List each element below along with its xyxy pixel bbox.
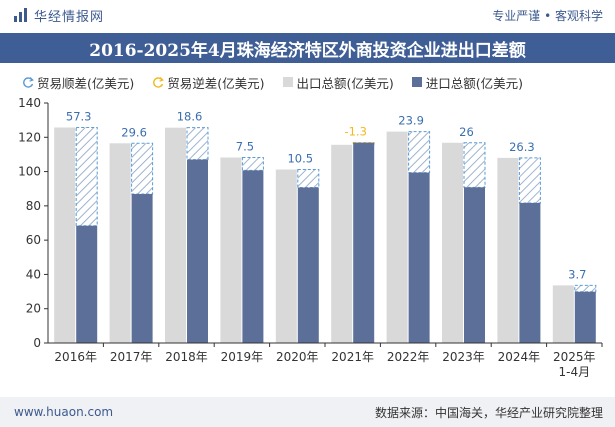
x-tick-label: 1-4月: [558, 365, 590, 379]
export-bar: [552, 285, 574, 343]
legend: 贸易顺差(亿美元) 贸易逆差(亿美元) 出口总额(亿美元) 进口总额(亿美元): [22, 73, 602, 91]
export-bar: [442, 142, 463, 343]
x-tick-label: 2017年: [110, 350, 153, 364]
chart-title: 2016-2025年4月珠海经济特区外商投资企业进出口差额: [89, 40, 526, 61]
import-bar: [76, 225, 98, 343]
x-tick-label: 2019年: [221, 350, 264, 364]
chart-title-bar: 2016-2025年4月珠海经济特区外商投资企业进出口差额: [0, 33, 615, 63]
export-bar: [54, 127, 76, 343]
y-tick-label: 120: [18, 130, 41, 144]
export-bar: [386, 131, 408, 343]
export-bar: [165, 127, 186, 343]
legend-label-export: 出口总额(亿美元): [296, 75, 394, 91]
y-tick-label: 140: [18, 96, 41, 110]
legend-swatch-export: [282, 77, 293, 87]
balance-band: [131, 142, 154, 195]
import-bar: [408, 172, 430, 343]
top-bar: 华经情报网 专业严谨 • 客观科学: [0, 0, 615, 30]
legend-label-deficit: 贸易逆差(亿美元): [167, 75, 265, 91]
balance-band: [186, 127, 209, 161]
export-bar: [275, 169, 297, 343]
legend-item-surplus: 贸易顺差(亿美元): [22, 73, 134, 92]
balance-band: [241, 157, 264, 171]
refresh-icon: [23, 77, 34, 88]
export-bar: [331, 144, 353, 343]
import-bar: [131, 194, 153, 343]
balance-label: 18.6: [177, 110, 203, 124]
x-tick-label: 2023年: [442, 350, 485, 364]
legend-item-export: 出口总额(亿美元): [282, 73, 394, 92]
x-tick-label: 2016年: [54, 350, 97, 364]
y-tick-label: 40: [26, 267, 41, 281]
import-bar: [464, 187, 485, 343]
tagline: 专业严谨 • 客观科学: [492, 8, 603, 23]
refresh-icon: [153, 77, 165, 88]
balance-label: 10.5: [287, 152, 313, 166]
bars: [54, 127, 597, 343]
balance-band: [518, 157, 541, 204]
balance-label: 26: [459, 125, 474, 139]
y-tick-label: 20: [26, 302, 41, 316]
x-tick-label: 2021年: [331, 350, 374, 364]
balance-label: 7.5: [236, 140, 254, 154]
import-bar: [353, 142, 375, 343]
site-link[interactable]: www.huaon.com: [14, 405, 114, 419]
balance-band: [408, 131, 431, 174]
import-bar: [519, 202, 541, 343]
import-bar: [187, 159, 208, 343]
x-tick-label: 2018年: [165, 350, 208, 364]
export-bar: [220, 157, 242, 343]
balance-band: [574, 284, 597, 293]
x-tick-label: 2020年: [276, 350, 319, 364]
legend-item-import: 进口总额(亿美元): [411, 73, 524, 92]
bar-chart: 0 20 40 60 80 100 120 140 57.3 29.6 18.6 7.5 10.5 -1…: [18, 96, 603, 379]
export-bar: [497, 157, 519, 343]
import-bar: [297, 187, 319, 343]
balance-band: [463, 142, 486, 188]
balance-label: 23.9: [398, 114, 424, 128]
x-axis: 2016年 2017年 2018年 2019年 2020年 2021年 2022年 2023年…: [48, 342, 603, 379]
x-tick-label: 2024年: [498, 350, 541, 364]
balance-label: -1.3: [344, 125, 366, 139]
bar-logo-icon: [14, 8, 27, 22]
balance-label: 29.6: [121, 125, 147, 139]
y-axis: 0 20 40 60 80 100 120 140: [18, 96, 49, 350]
legend-swatch-import: [411, 77, 422, 87]
x-tick-label: 2025年: [553, 350, 596, 364]
legend-label-surplus: 贸易顺差(亿美元): [37, 75, 135, 91]
balance-label: 3.7: [568, 267, 586, 281]
data-labels: 57.3 29.6 18.6 7.5 10.5 -1.3 23.9 26 26.3 3.7: [66, 110, 587, 282]
y-tick-label: 100: [18, 165, 41, 179]
import-bar: [242, 170, 264, 343]
y-tick-label: 0: [33, 336, 41, 350]
brand[interactable]: 华经情报网: [14, 6, 104, 25]
legend-label-import: 进口总额(亿美元): [425, 75, 524, 91]
y-tick-label: 60: [26, 233, 41, 247]
footer: www.huaon.com 数据来源：中国海关，华经产业研究院整理: [0, 397, 615, 427]
balance-band: [75, 127, 98, 227]
import-bar: [574, 291, 596, 343]
balance-label: 26.3: [509, 140, 535, 154]
data-source: 数据来源：中国海关，华经产业研究院整理: [374, 405, 603, 420]
x-tick-label: 2022年: [387, 350, 430, 364]
legend-item-deficit: 贸易逆差(亿美元): [152, 73, 265, 92]
balance-band: [297, 169, 320, 189]
balance-label: 57.3: [66, 110, 92, 124]
y-tick-label: 80: [26, 199, 41, 213]
brand-name: 华经情报网: [34, 9, 105, 25]
export-bar: [109, 143, 131, 343]
